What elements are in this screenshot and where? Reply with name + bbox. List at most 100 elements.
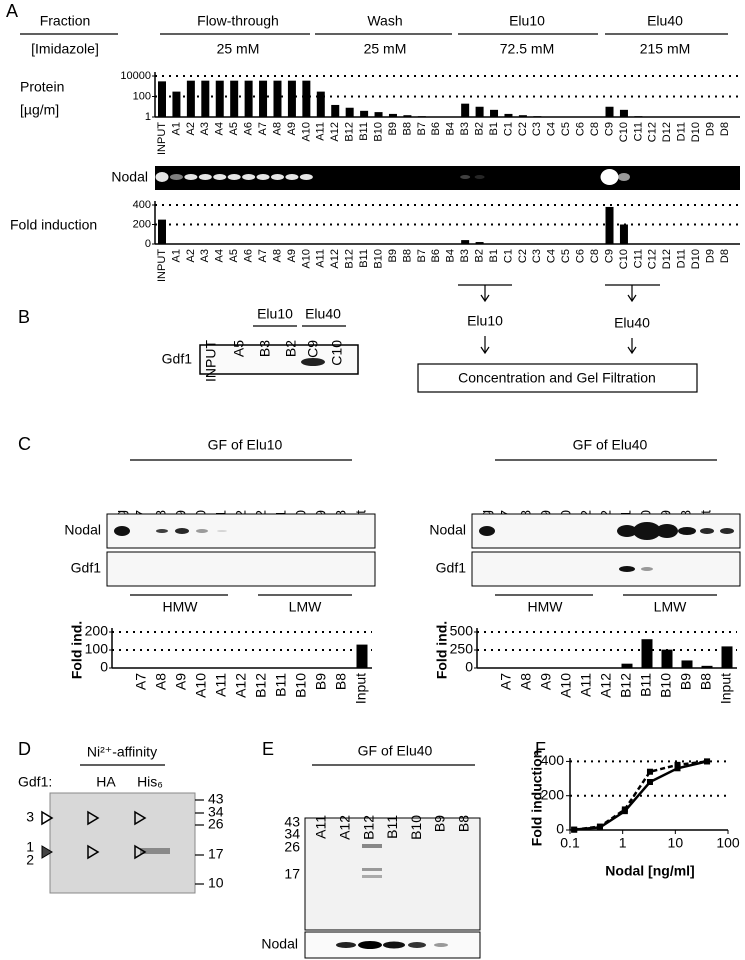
band bbox=[217, 530, 227, 532]
marker-label: 34 bbox=[284, 826, 300, 842]
bar bbox=[490, 109, 499, 117]
band bbox=[617, 173, 630, 181]
lane-label: B12 bbox=[344, 249, 356, 269]
arrow-label: 3 bbox=[26, 809, 34, 825]
bar bbox=[504, 113, 513, 117]
lane-label: A4 bbox=[214, 122, 226, 135]
band bbox=[617, 525, 637, 537]
lane-label: C12 bbox=[647, 122, 659, 142]
lane-label: A8 bbox=[271, 249, 283, 262]
fraction-label: LMW bbox=[289, 599, 322, 615]
lane-label: B3 bbox=[459, 249, 471, 262]
lane-label: B9 bbox=[432, 815, 448, 832]
bar bbox=[475, 106, 484, 117]
imidazole-label: [Imidazole] bbox=[31, 41, 99, 57]
marker-label: 34 bbox=[208, 804, 224, 820]
y-axis-title: Fold ind. bbox=[69, 621, 85, 679]
blot-label: Gdf1 bbox=[436, 560, 467, 576]
flow-elu10: Elu10 bbox=[467, 313, 503, 329]
lane-label: A7 bbox=[133, 673, 149, 690]
lane-label: B12 bbox=[618, 673, 634, 698]
lane-label: A1 bbox=[170, 122, 182, 135]
bar bbox=[287, 80, 296, 117]
lane-label: A12 bbox=[337, 815, 353, 840]
bar bbox=[360, 110, 369, 117]
panel-label: A bbox=[6, 1, 18, 21]
bar bbox=[681, 660, 693, 668]
bar bbox=[605, 206, 614, 244]
bar bbox=[201, 80, 210, 117]
lane-label: C3 bbox=[531, 249, 543, 263]
x-tick-label: 10 bbox=[668, 835, 684, 851]
concentration: 72.5 mM bbox=[500, 41, 554, 57]
y-tick-label: 0 bbox=[465, 659, 473, 675]
bar bbox=[230, 80, 239, 117]
flow-elu40: Elu40 bbox=[614, 315, 650, 331]
band bbox=[242, 174, 256, 180]
bar bbox=[461, 103, 470, 117]
group-name: Elu40 bbox=[647, 13, 683, 29]
y-tick-label: 200 bbox=[85, 623, 109, 639]
lane-label: B2 bbox=[283, 340, 299, 357]
y-tick-label: 10000 bbox=[120, 70, 151, 82]
panel-label: C bbox=[18, 434, 31, 454]
point bbox=[674, 765, 681, 772]
y-tick-label: 0 bbox=[145, 238, 151, 250]
lane-label: B11 bbox=[358, 249, 370, 268]
blot-label: Gdf1 bbox=[162, 351, 193, 367]
band bbox=[198, 174, 212, 180]
lane-label: B8 bbox=[401, 249, 413, 262]
y-tick-label: 0 bbox=[556, 821, 564, 837]
gdf1-blot bbox=[199, 344, 359, 375]
lane-label: A11 bbox=[313, 815, 329, 839]
bar bbox=[619, 109, 628, 117]
protein-label: Protein bbox=[20, 79, 64, 95]
lane-label: INPUT bbox=[203, 340, 219, 382]
lane-label: A5 bbox=[228, 249, 240, 262]
marker-label: 26 bbox=[208, 816, 224, 832]
bar bbox=[158, 219, 166, 244]
band bbox=[474, 175, 485, 179]
y-tick-label: 400 bbox=[133, 199, 151, 211]
lane-label: C6 bbox=[575, 249, 587, 263]
concentration: 25 mM bbox=[364, 41, 407, 57]
band bbox=[270, 174, 284, 180]
lane-label: C2 bbox=[517, 122, 529, 136]
lane-label: A7 bbox=[257, 122, 269, 135]
lane-label: A4 bbox=[214, 249, 226, 262]
band bbox=[460, 175, 471, 179]
lane-label: INPUT bbox=[156, 249, 168, 282]
band bbox=[169, 174, 183, 180]
lane-label: B10 bbox=[658, 673, 674, 698]
bar bbox=[374, 112, 383, 117]
lane-label: D9 bbox=[704, 249, 716, 263]
lane-label: B9 bbox=[678, 673, 694, 690]
bar bbox=[158, 81, 166, 117]
lane-label: A12 bbox=[598, 673, 614, 698]
protein-unit: [µg/m] bbox=[20, 102, 59, 118]
y-tick-label: 500 bbox=[450, 623, 474, 639]
lane-label: D11 bbox=[676, 122, 688, 141]
lane-label: B8 bbox=[698, 673, 714, 690]
lane-label: A7 bbox=[498, 673, 514, 690]
lane-label: B7 bbox=[416, 122, 428, 135]
bar bbox=[302, 80, 311, 117]
blot-label: Nodal bbox=[429, 522, 466, 538]
band bbox=[600, 169, 619, 185]
point bbox=[621, 806, 628, 813]
group-name: Flow-through bbox=[197, 13, 279, 29]
lane-label: A11 bbox=[315, 122, 327, 141]
group-label: Elu10 bbox=[257, 306, 293, 322]
point bbox=[571, 826, 578, 833]
lane-label: B10 bbox=[372, 122, 384, 142]
lane-label: His₆ bbox=[137, 774, 163, 790]
lane-label: A10 bbox=[300, 122, 312, 142]
lane-label: D12 bbox=[661, 249, 673, 269]
fraction-label: Fraction bbox=[40, 13, 91, 29]
lane-label: C10 bbox=[618, 249, 630, 269]
band bbox=[114, 526, 130, 536]
bar bbox=[518, 115, 527, 117]
band bbox=[656, 524, 678, 538]
bar bbox=[461, 240, 470, 244]
gel bbox=[41, 792, 196, 894]
